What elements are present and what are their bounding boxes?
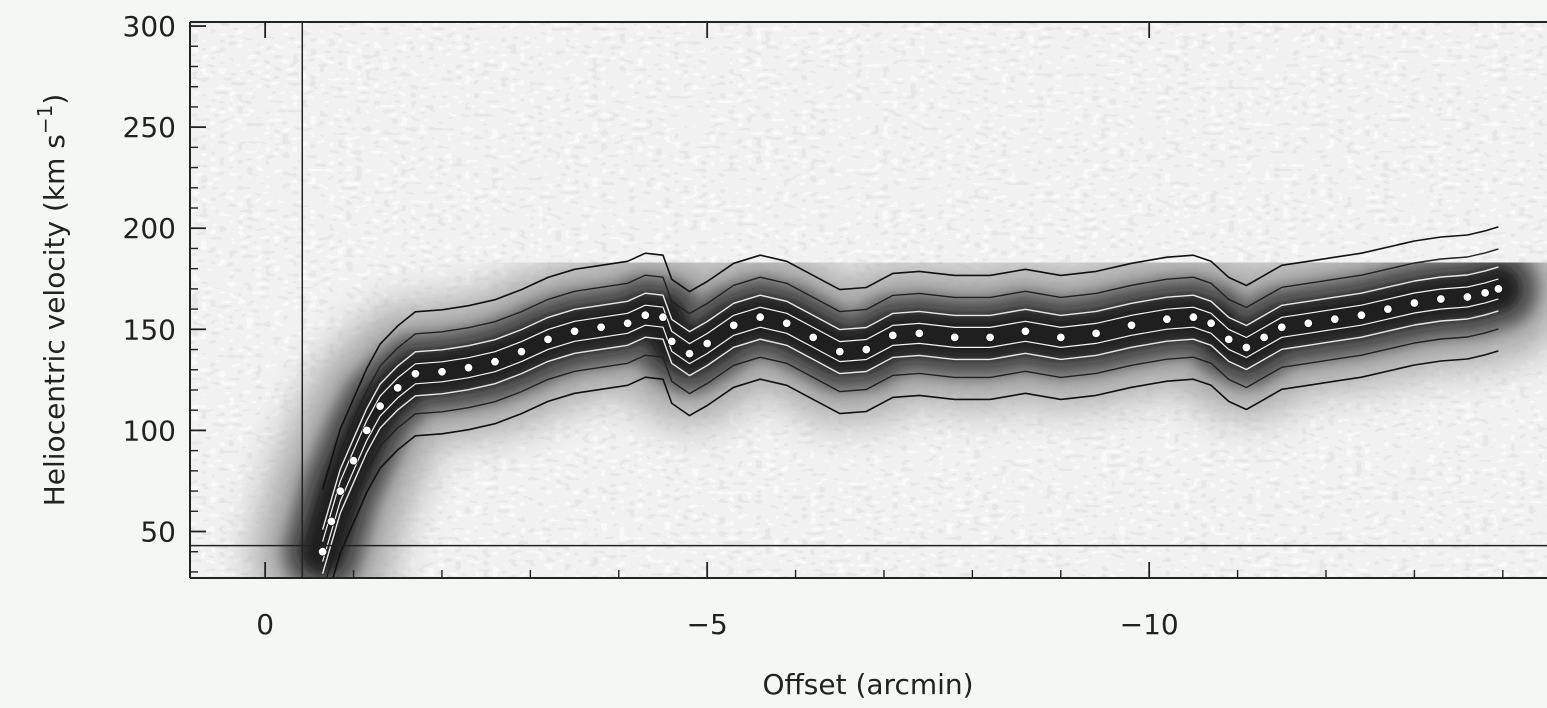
ridge-point [335,486,345,496]
ridge-point [1303,318,1313,328]
ridge-point [684,349,694,359]
ridge-point [1330,314,1340,324]
axes [189,21,1547,579]
x-tick-label: 0 [256,608,274,641]
ridge-point [1224,334,1234,344]
contour-line [321,226,1499,490]
ridge-point [658,312,668,322]
contour-line [321,266,1499,530]
y-tick-label: 50 [140,515,176,548]
ridge-point [543,334,553,344]
ridge-point [1383,304,1393,314]
reference-lines [190,22,1547,578]
ridge-point [1356,310,1366,320]
ridge-point [985,332,995,342]
ridge-point [1020,326,1030,336]
x-ticks: 0 −5 −10 [256,22,1504,641]
contour-line [332,350,1499,578]
ridge-point [1409,298,1419,308]
ridge-point [1241,342,1251,352]
ridge-point [1462,292,1472,302]
x-tick-label: −10 [1120,608,1179,641]
ridge-point [516,347,526,357]
ridge-point [782,318,792,328]
ridge-point [375,401,385,411]
ridge-point [1259,332,1269,342]
contour-layer [321,226,1499,578]
y-tick-label: 300 [123,10,176,43]
ridge-point [1277,322,1287,332]
contour-line [322,298,1499,562]
plot-area [190,22,1547,578]
y-axis-title-main: Heliocentric velocity (km s [38,134,71,506]
ridge-point [640,310,650,320]
contour-line [321,248,1499,512]
contour-line [321,310,1499,574]
contour-line [322,278,1499,542]
y-ticks: 50 100 150 200 250 300 [123,10,206,573]
x-tick-label: −5 [687,608,728,641]
y-tick-label: 250 [123,111,176,144]
ridge-point [755,312,765,322]
ridge-point [437,367,447,377]
ridge-point [393,383,403,393]
ridge-point [1091,328,1101,338]
ridge-point [1127,320,1137,330]
ridge-point [1188,312,1198,322]
ridge-point [1056,332,1066,342]
ridge-point [861,344,871,354]
ridge-point [596,322,606,332]
ridge-point [490,357,500,367]
ridge-point [570,326,580,336]
y-tick-label: 100 [123,414,176,447]
ridge-point [463,363,473,373]
ridge-point [1493,284,1503,294]
ridge-point [1162,314,1172,324]
ridge-series [318,284,1503,557]
ridge-point [808,332,818,342]
ridge-point [702,338,712,348]
contour-line [325,328,1499,578]
y-axis-title-close: ) [38,94,71,105]
ridge-point [1206,318,1216,328]
y-axis-title-exponent: −1 [33,105,57,134]
ridge-point [888,330,898,340]
ridge-point [729,320,739,330]
ridge-point [623,318,633,328]
y-tick-label: 200 [123,212,176,245]
ridge-point [362,425,372,435]
ridge-point [348,456,358,466]
ridge-point [667,336,677,346]
ridge-point [835,347,845,357]
ridge-point [950,332,960,342]
ridge-point [1480,288,1490,298]
ridge-point [318,547,328,557]
ridge-point [1436,294,1446,304]
ridge-point [914,328,924,338]
ridge-point [326,516,336,526]
y-axis-title: Heliocentric velocity (km s−1) [33,94,71,507]
x-axis-title: Offset (arcmin) [762,668,973,701]
ridge-point [410,369,420,379]
y-tick-label: 150 [123,313,176,346]
